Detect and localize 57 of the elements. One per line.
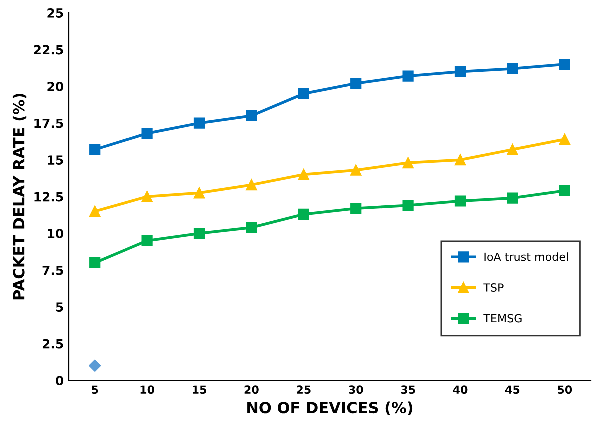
legend-label: TSP (484, 284, 504, 292)
point (559, 58, 570, 70)
y-tick-label: 10 (48, 229, 64, 239)
point (298, 169, 310, 180)
point (507, 144, 518, 156)
x-tick-label: 20 (244, 386, 259, 394)
x-tick-label: 35 (401, 386, 416, 394)
point (454, 196, 466, 207)
y-tick-label: 25 (48, 8, 64, 18)
point (559, 185, 570, 197)
point (246, 222, 258, 234)
point (142, 128, 153, 140)
point (194, 188, 206, 199)
x-tick-label: 45 (505, 386, 520, 394)
x-tick-label: 30 (349, 386, 364, 394)
legend-label: IoA trust model (484, 252, 568, 262)
point (350, 203, 362, 214)
point (90, 206, 101, 218)
point (194, 228, 206, 240)
y-tick-label: 12.5 (34, 192, 64, 202)
point (402, 157, 414, 169)
point (402, 200, 414, 212)
x-tick-label: 50 (558, 386, 572, 394)
point (298, 208, 310, 220)
point (350, 78, 362, 90)
point (90, 257, 101, 269)
x-tick-label: 15 (193, 386, 206, 394)
x-tick-label: 10 (140, 386, 154, 394)
point (402, 70, 414, 82)
y-tick-label: 5 (56, 302, 64, 312)
point (90, 144, 101, 156)
point (298, 88, 310, 100)
y-tick-label: 7.5 (42, 266, 64, 276)
point (194, 118, 206, 129)
y-tick-label: 15 (48, 156, 64, 166)
y-tick-label: 17.5 (34, 118, 64, 128)
point (246, 180, 258, 191)
point (507, 192, 518, 204)
y-axis-title: PACKET DELAY RATE (%) (12, 94, 27, 300)
y-tick-label: 22.5 (34, 45, 64, 55)
y-tick-label: 2.5 (42, 339, 64, 349)
y-tick-label: 20 (48, 82, 64, 92)
point (559, 134, 570, 146)
point (454, 66, 466, 78)
point (246, 110, 258, 122)
x-tick-label: 5 (92, 386, 98, 394)
point (142, 191, 153, 202)
point (89, 360, 102, 372)
point (454, 154, 466, 166)
point (142, 235, 153, 246)
point (350, 164, 362, 176)
x-tick-label: 25 (297, 386, 311, 394)
legend-label: TEMSG (484, 314, 522, 323)
x-axis-title: NO OF DEVICES (%) (248, 402, 413, 416)
point (507, 63, 518, 74)
x-tick-label: 40 (453, 386, 468, 394)
y-tick-label: 0 (56, 376, 64, 386)
